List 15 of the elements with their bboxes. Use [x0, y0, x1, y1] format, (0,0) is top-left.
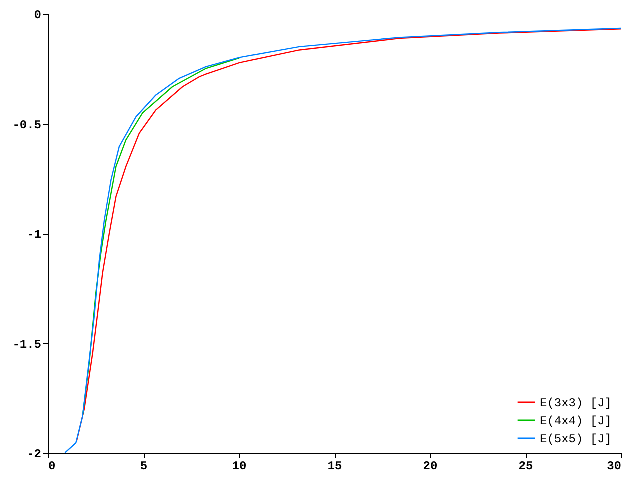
legend-label: E(3x3) [J] — [540, 396, 612, 410]
x-tick-label: 20 — [423, 460, 438, 474]
y-tick-label: -2 — [27, 448, 42, 462]
x-tick-label: 0 — [48, 460, 56, 474]
x-tick-label: 15 — [328, 460, 342, 474]
y-tick-label: -1 — [27, 228, 42, 242]
y-tick-label: -1.5 — [12, 338, 42, 352]
legend-label: E(4x4) [J] — [540, 414, 612, 428]
legend-label: E(5x5) [J] — [540, 432, 612, 446]
y-tick-label: -0.5 — [12, 118, 42, 132]
x-tick-label: 25 — [518, 460, 534, 474]
x-tick-label: 10 — [232, 460, 247, 474]
x-tick-label: 5 — [140, 460, 148, 474]
y-tick-label: 0 — [34, 8, 42, 22]
x-tick-label: 30 — [607, 460, 622, 474]
